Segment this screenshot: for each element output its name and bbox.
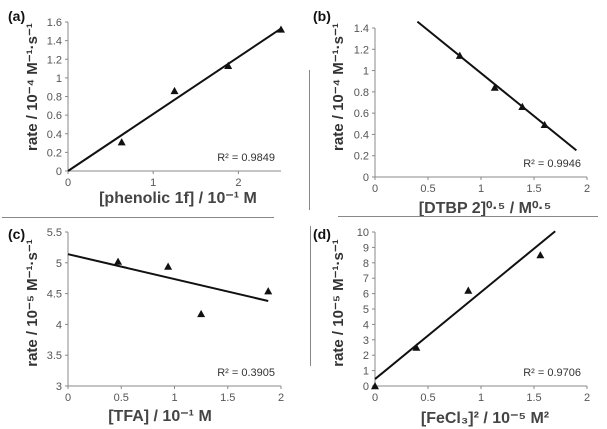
chart-plot: 0 0.2 0.4 0.6 0.8 1 1.2 1.4 0 0.5 1 1.5 2 R² = 0.9946	[354, 20, 590, 195]
y-tick-label: 1	[56, 73, 62, 85]
y-tick-label: 8	[363, 258, 369, 270]
y-tick-label: 1.4	[354, 23, 369, 35]
y-tick-label: 1.2	[354, 44, 369, 56]
trendline	[374, 230, 556, 380]
data-point	[412, 343, 421, 351]
y-tick-label: 1.6	[47, 17, 62, 29]
y-tick-label: 3.5	[47, 350, 62, 362]
panel-divider-horizontal-right	[338, 216, 598, 217]
y-tick-label: 5	[56, 258, 62, 270]
x-axis-label: [TFA] / 10⁻¹ M	[108, 408, 212, 425]
x-tick-label: 1	[150, 177, 156, 189]
y-tick-label: 0.6	[354, 108, 369, 120]
r-squared-annotation: R² = 0.9706	[523, 367, 581, 379]
chart-panel-a: (a) rate / 10⁻⁴ M⁻¹·s⁻¹ [phenolic 1f] / …	[0, 0, 303, 214]
y-tick-label: 0.2	[354, 151, 369, 163]
data-point	[224, 61, 233, 69]
data-point	[518, 102, 527, 110]
y-tick-label: 0.6	[47, 110, 62, 122]
x-tick-label: 1	[478, 183, 484, 195]
x-axis-label: [phenolic 1f] / 10⁻¹ M	[99, 190, 257, 207]
y-tick-label: 4	[363, 319, 369, 331]
data-point	[170, 86, 179, 95]
y-tick-label: 0.4	[47, 129, 62, 141]
data-point	[197, 309, 206, 318]
chart-plot: 0 1 2 3 4 5 6 7 8 9 10 0 0.5 1 1.5 2 R² = 0.9706	[357, 227, 590, 404]
y-tick-label: 10	[357, 227, 369, 239]
data-point	[455, 51, 464, 59]
x-tick-label: 2	[278, 392, 284, 404]
y-tick-label: 1	[363, 366, 369, 378]
x-tick-label: 2	[235, 177, 241, 189]
data-point	[164, 262, 173, 270]
data-point	[277, 25, 285, 33]
trendline	[67, 27, 282, 172]
r-squared-annotation: R² = 0.9946	[523, 158, 581, 170]
trendline	[416, 20, 578, 152]
y-tick-label: 0.4	[354, 129, 369, 141]
panel-label: (a)	[8, 8, 26, 24]
x-tick-label: 0.5	[114, 392, 129, 404]
chart-plot: 0 0.2 0.4 0.6 0.8 1 1.2 1.4 1.6 0 1 2 R² = 0.9849	[47, 17, 285, 189]
y-tick-label: 0	[363, 172, 369, 184]
panel-divider-vertical-bottom	[310, 226, 311, 366]
x-tick-label: 0.5	[420, 392, 435, 404]
x-tick-label: 0	[372, 183, 378, 195]
y-tick-label: 5	[363, 304, 369, 316]
panel-label: (d)	[313, 226, 331, 242]
y-tick-label: 1.2	[47, 54, 62, 66]
x-tick-label: 2	[584, 392, 590, 404]
x-tick-label: 0	[65, 392, 71, 404]
data-point	[264, 287, 273, 295]
y-tick-label: 0	[363, 381, 369, 393]
data-point	[490, 83, 499, 91]
y-tick-label: 5.5	[47, 227, 62, 239]
y-tick-label: 4	[56, 319, 62, 331]
data-point	[540, 120, 549, 129]
data-point	[117, 138, 126, 146]
chart-panel-d: (d) rate / 10⁻⁵ M⁻¹·s⁻¹ [FeCl₃]² / 10⁻⁵ …	[305, 216, 607, 429]
x-tick-label: 2	[584, 183, 590, 195]
chart-panel-c: (c) rate / 10⁻⁵ M⁻¹·s⁻¹ [TFA] / 10⁻¹ M 3…	[0, 216, 303, 429]
trendline	[67, 253, 269, 302]
x-axis-label: [FeCl₃]² / 10⁻⁵ M²	[420, 410, 550, 427]
x-axis-label: [DTBP 2]⁰·⁵ / M⁰·⁵	[418, 200, 552, 217]
data-point	[464, 286, 473, 294]
y-tick-label: 9	[363, 242, 369, 254]
y-tick-label: 0	[56, 166, 62, 178]
panel-divider-vertical-top	[309, 70, 310, 210]
y-tick-label: 0.2	[47, 147, 62, 159]
y-tick-label: 3	[56, 381, 62, 393]
y-tick-label: 6	[363, 289, 369, 301]
x-tick-label: 0	[65, 177, 71, 189]
y-tick-label: 4.5	[47, 289, 62, 301]
data-point	[371, 382, 379, 390]
x-tick-label: 1.5	[526, 392, 541, 404]
x-tick-label: 0.5	[420, 183, 435, 195]
y-tick-label: 1.4	[47, 36, 62, 48]
x-tick-label: 1	[171, 392, 177, 404]
x-tick-label: 1	[478, 392, 484, 404]
panel-label: (b)	[313, 8, 331, 24]
y-tick-label: 0.8	[354, 87, 369, 99]
r-squared-annotation: R² = 0.3905	[217, 367, 275, 379]
panel-divider-horizontal-left	[2, 217, 274, 218]
y-tick-label: 0.8	[47, 92, 62, 104]
data-point	[114, 257, 123, 265]
y-tick-label: 1	[363, 66, 369, 78]
x-tick-label: 0	[372, 392, 378, 404]
x-tick-label: 1.5	[526, 183, 541, 195]
r-squared-annotation: R² = 0.9849	[217, 152, 275, 164]
y-tick-label: 7	[363, 273, 369, 285]
y-tick-label: 3	[363, 335, 369, 347]
x-tick-label: 1.5	[220, 392, 235, 404]
data-point	[536, 251, 545, 259]
chart-panel-b: (b) rate / 10⁻⁴ M⁻¹·s⁻¹ [DTBP 2]⁰·⁵ / M⁰…	[305, 0, 607, 217]
panel-label: (c)	[8, 226, 26, 242]
chart-plot: 3 3.5 4 4.5 5 5.5 0 0.5 1 1.5 2 R² = 0.3905	[47, 227, 284, 404]
y-tick-label: 2	[363, 350, 369, 362]
